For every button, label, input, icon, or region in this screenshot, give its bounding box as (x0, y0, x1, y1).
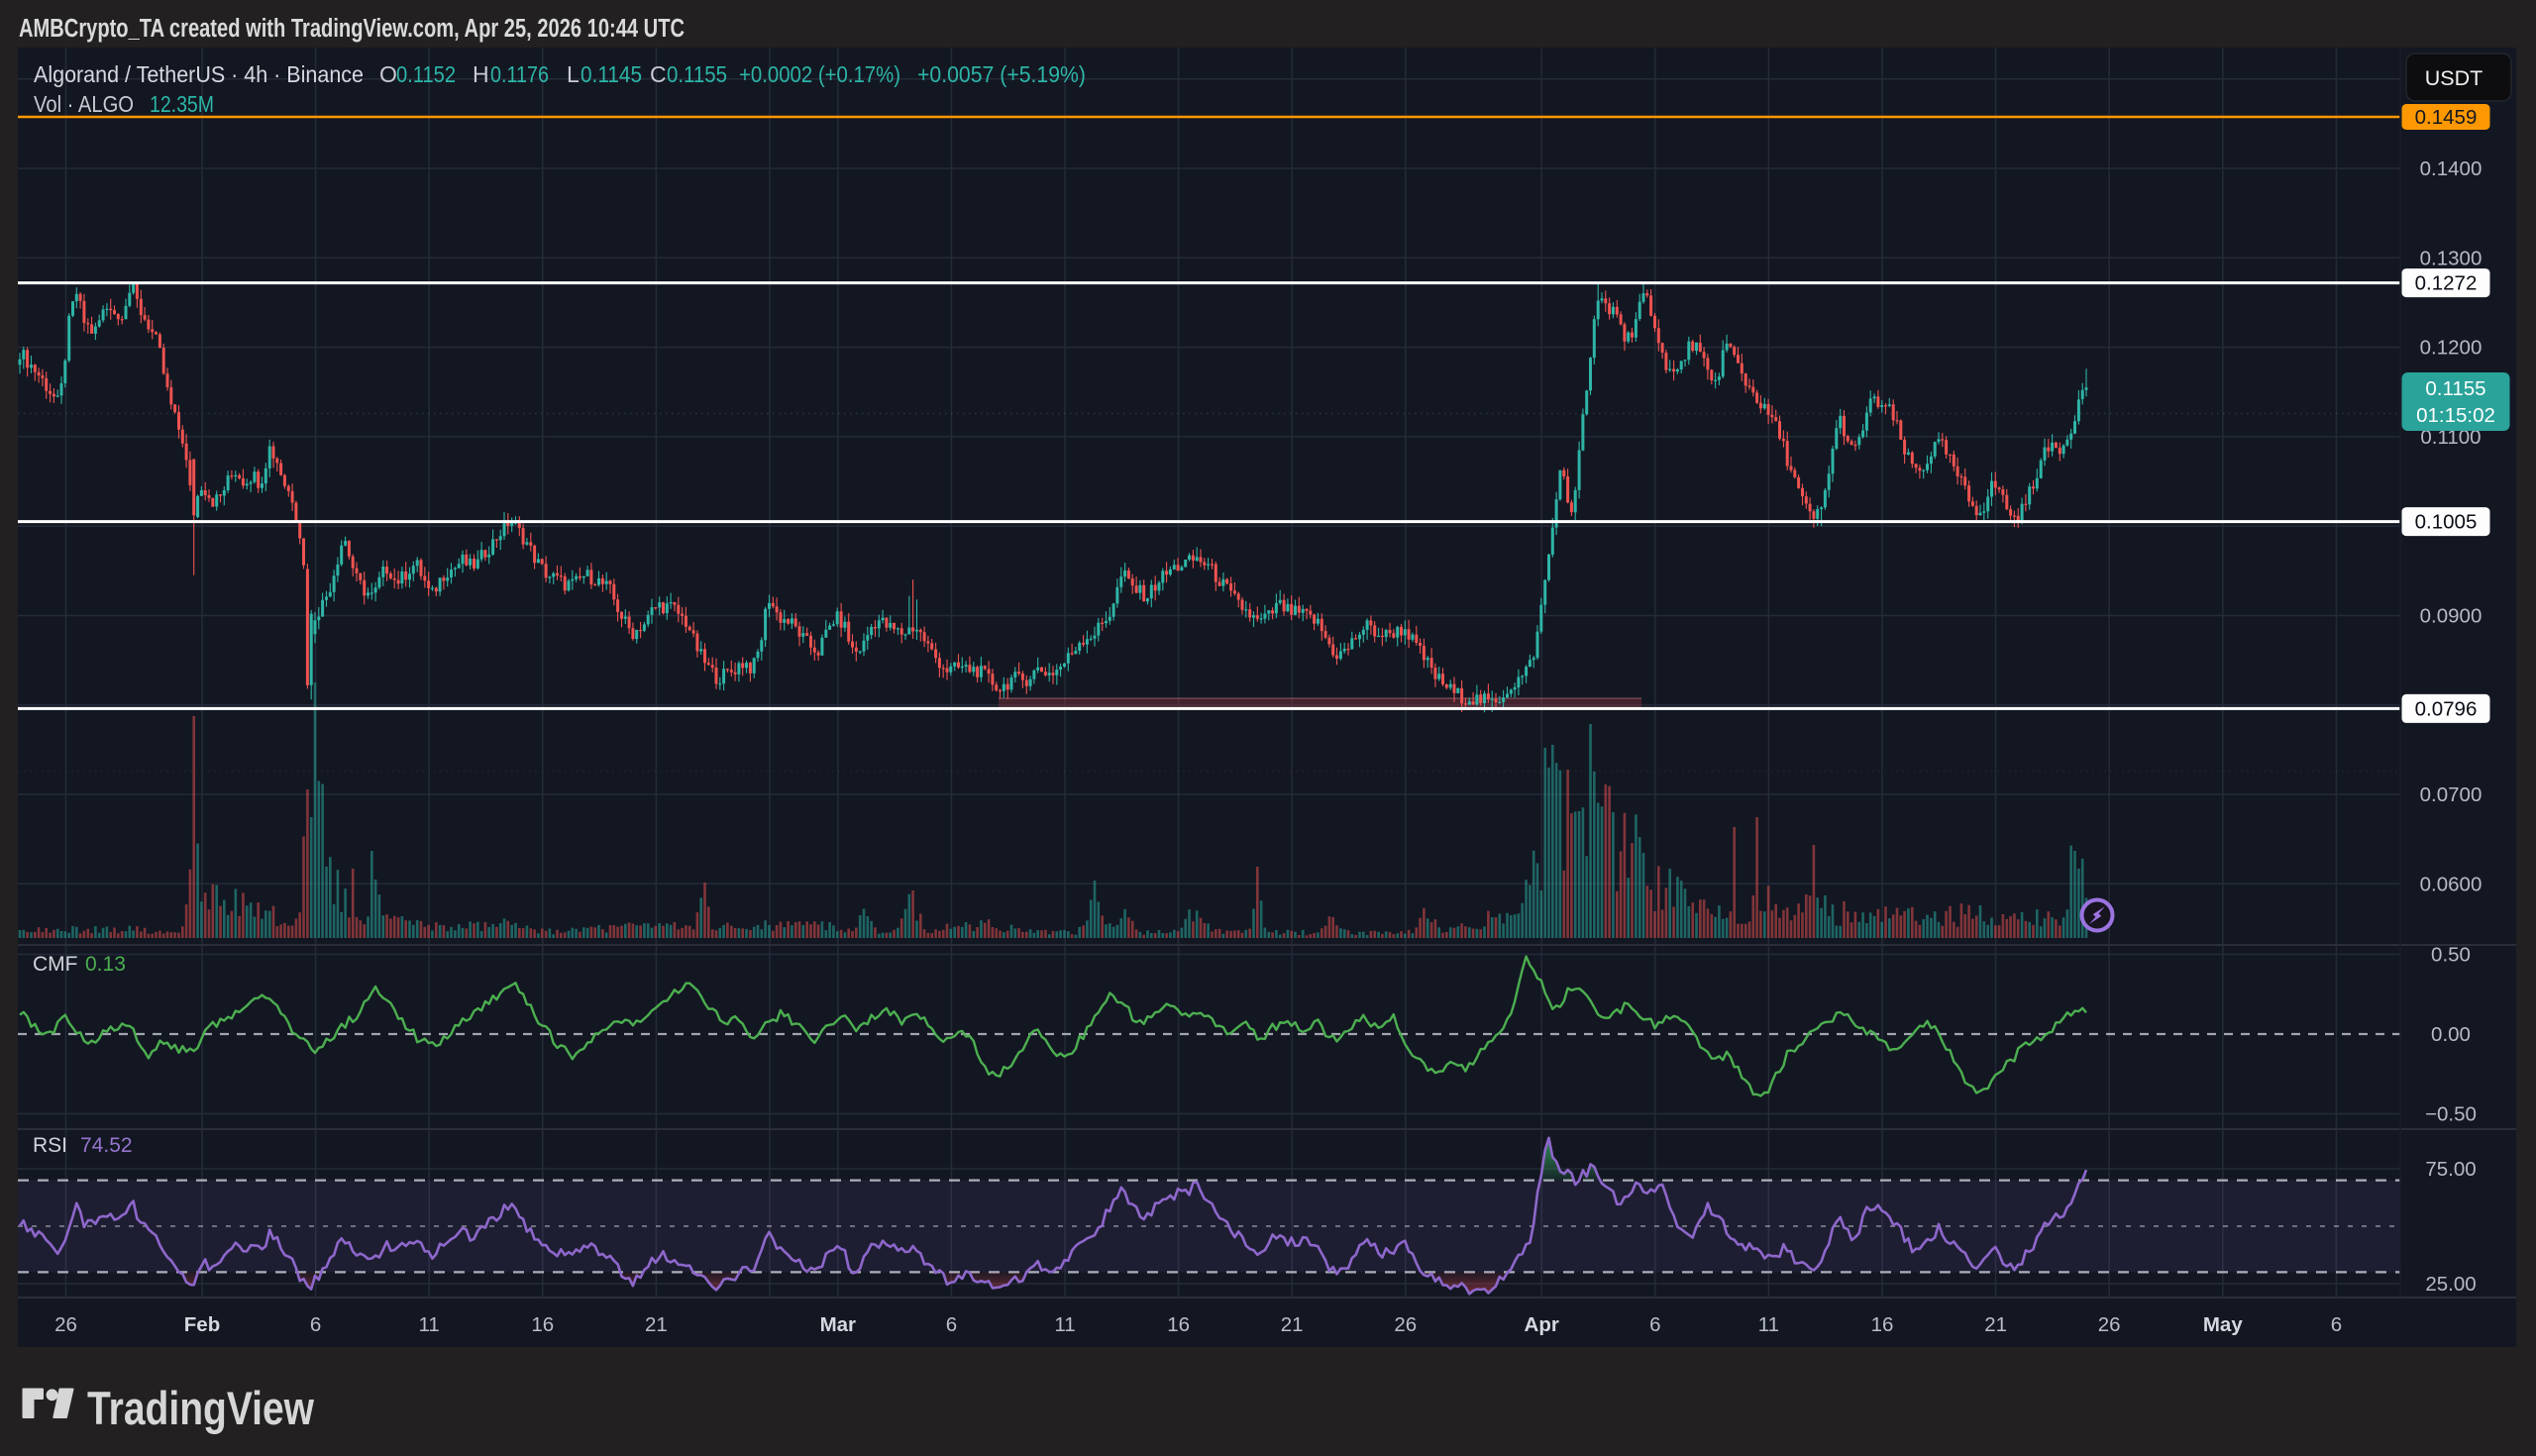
svg-text:RSI: RSI (33, 1134, 67, 1157)
svg-text:75.00: 75.00 (2425, 1158, 2476, 1181)
svg-text:H: H (473, 61, 489, 87)
svg-text:Feb: Feb (184, 1313, 220, 1336)
svg-text:0.0796: 0.0796 (2415, 697, 2478, 720)
svg-text:0.1272: 0.1272 (2415, 272, 2478, 295)
svg-text:11: 11 (419, 1313, 440, 1336)
svg-text:0.1300: 0.1300 (2420, 247, 2483, 269)
svg-text:0.1100: 0.1100 (2420, 426, 2481, 449)
svg-text:USDT: USDT (2425, 66, 2483, 90)
svg-text:+0.0057 (+5.19%): +0.0057 (+5.19%) (917, 61, 1086, 87)
svg-text:16: 16 (1871, 1313, 1894, 1336)
svg-text:0.1459: 0.1459 (2415, 106, 2478, 129)
svg-text:0.1176: 0.1176 (490, 61, 549, 87)
svg-text:0.1400: 0.1400 (2420, 157, 2483, 180)
svg-text:TradingView: TradingView (87, 1382, 314, 1434)
svg-text:21: 21 (645, 1313, 668, 1336)
svg-text:16: 16 (1167, 1313, 1190, 1336)
svg-text:6: 6 (946, 1313, 957, 1336)
svg-text:11: 11 (1758, 1313, 1779, 1336)
svg-text:0.1152: 0.1152 (396, 61, 456, 87)
svg-text:16: 16 (531, 1313, 554, 1336)
svg-text:Mar: Mar (820, 1313, 856, 1336)
svg-text:25.00: 25.00 (2425, 1273, 2476, 1296)
svg-text:0.50: 0.50 (2431, 944, 2471, 967)
svg-text:6: 6 (2331, 1313, 2342, 1336)
svg-text:0.00: 0.00 (2431, 1023, 2471, 1046)
svg-text:21: 21 (1984, 1313, 2007, 1336)
svg-text:AMBCrypto_TA created with Trad: AMBCrypto_TA created with TradingView.co… (19, 15, 685, 43)
svg-text:0.13: 0.13 (85, 953, 126, 976)
svg-text:0.1200: 0.1200 (2420, 337, 2483, 360)
svg-text:21: 21 (1281, 1313, 1304, 1336)
svg-text:0.1155: 0.1155 (2425, 377, 2485, 400)
svg-text:01:15:02: 01:15:02 (2416, 404, 2495, 427)
svg-text:0.0700: 0.0700 (2420, 783, 2483, 806)
svg-text:+0.0002 (+0.17%): +0.0002 (+0.17%) (739, 61, 900, 87)
svg-text:O: O (379, 61, 397, 87)
svg-text:−0.50: −0.50 (2425, 1103, 2477, 1126)
svg-text:26: 26 (1394, 1313, 1417, 1336)
svg-text:6: 6 (310, 1313, 321, 1336)
svg-text:Vol · ALGO: Vol · ALGO (34, 91, 134, 117)
svg-text:0.0900: 0.0900 (2420, 605, 2483, 628)
svg-text:11: 11 (1054, 1313, 1075, 1336)
svg-text:L: L (567, 61, 580, 87)
svg-text:C: C (650, 61, 667, 87)
svg-text:26: 26 (54, 1313, 77, 1336)
svg-text:12.35M: 12.35M (150, 91, 214, 117)
svg-text:0.1145: 0.1145 (581, 61, 642, 87)
svg-text:26: 26 (2098, 1313, 2121, 1336)
svg-text:Algorand / TetherUS · 4h · Bin: Algorand / TetherUS · 4h · Binance (34, 61, 364, 87)
svg-text:0.0600: 0.0600 (2420, 873, 2483, 895)
svg-text:0.1155: 0.1155 (667, 61, 727, 87)
svg-text:74.52: 74.52 (80, 1134, 133, 1157)
svg-text:CMF: CMF (33, 953, 78, 976)
svg-text:Apr: Apr (1525, 1313, 1559, 1336)
svg-text:May: May (2203, 1313, 2243, 1336)
svg-text:0.1005: 0.1005 (2415, 511, 2478, 534)
svg-text:6: 6 (1649, 1313, 1660, 1336)
